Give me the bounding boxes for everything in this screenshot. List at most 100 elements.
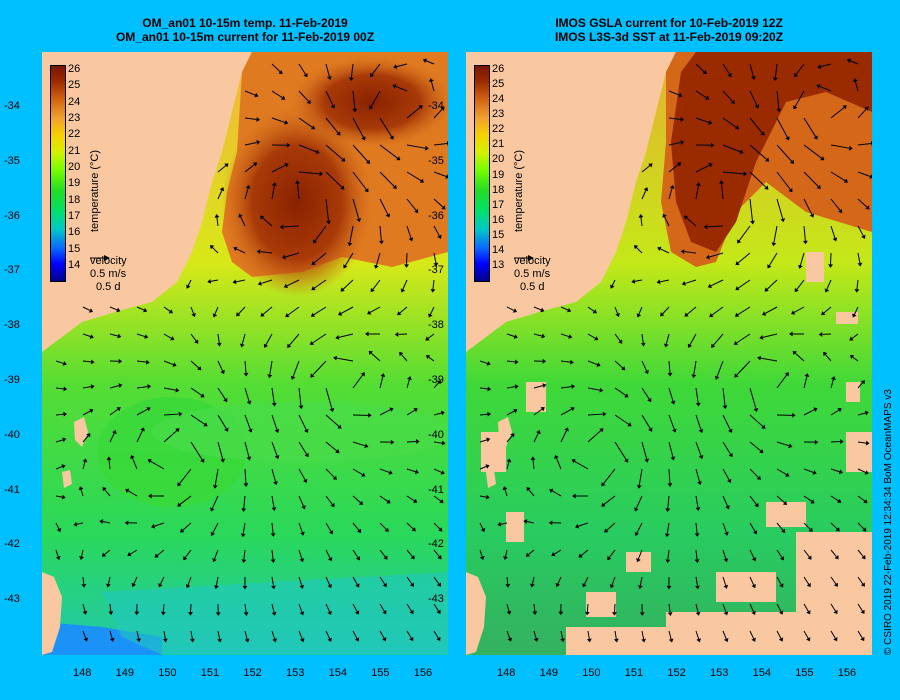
velocity-legend-duration: 0.5 d bbox=[96, 281, 121, 293]
latitude-tick-label: -40 bbox=[4, 428, 20, 441]
current-arrow bbox=[187, 279, 192, 286]
current-arrow bbox=[606, 522, 616, 531]
current-arrow bbox=[749, 144, 768, 160]
current-arrow-head bbox=[330, 104, 336, 109]
current-arrow-head bbox=[832, 237, 838, 242]
current-arrow bbox=[212, 522, 219, 534]
current-arrow bbox=[580, 549, 589, 556]
current-arrow bbox=[244, 164, 255, 173]
current-arrow bbox=[803, 576, 810, 585]
current-arrow bbox=[163, 360, 174, 366]
colorbar-tick-label: 22 bbox=[68, 128, 81, 141]
latitude-tick-label: -36 bbox=[4, 209, 20, 222]
current-arrow-head bbox=[390, 439, 395, 445]
current-arrow-head bbox=[62, 361, 67, 366]
current-arrow-head bbox=[823, 351, 828, 357]
current-arrow bbox=[614, 360, 624, 369]
current-arrow bbox=[668, 630, 672, 640]
current-arrow-head bbox=[327, 557, 333, 562]
current-arrow bbox=[298, 495, 304, 507]
current-arrow-head bbox=[634, 531, 640, 537]
latitude-tick-label: -38 bbox=[428, 319, 444, 332]
current-arrow-head bbox=[575, 523, 580, 529]
current-arrow-head bbox=[624, 458, 629, 463]
current-arrow-head bbox=[564, 427, 569, 432]
current-arrow-head bbox=[327, 584, 332, 589]
current-arrow-head bbox=[734, 125, 740, 130]
current-arrow bbox=[242, 522, 246, 534]
current-arrow bbox=[298, 549, 303, 560]
current-arrow-head bbox=[311, 286, 316, 291]
current-arrow bbox=[179, 468, 192, 484]
left-map-panel: 26 25 24 23 22 21 20 19 18 17 16 15 14 temperature (… bbox=[42, 52, 448, 655]
current-arrow bbox=[640, 217, 643, 227]
current-arrow-head bbox=[286, 142, 291, 148]
current-arrow-head bbox=[392, 84, 397, 89]
latitude-tick-label: -34 bbox=[428, 100, 444, 112]
current-arrow bbox=[313, 252, 327, 264]
current-arrow-head bbox=[639, 612, 645, 616]
longitude-tick-label: 155 bbox=[795, 667, 814, 679]
current-arrow bbox=[217, 387, 226, 400]
current-arrow bbox=[722, 441, 732, 455]
current-arrow-head bbox=[384, 527, 389, 532]
current-arrow-head bbox=[414, 208, 419, 214]
current-arrow bbox=[244, 414, 251, 430]
current-arrow bbox=[664, 216, 670, 227]
current-arrow-head bbox=[695, 402, 701, 407]
current-arrow-head bbox=[151, 523, 156, 529]
current-arrow bbox=[338, 333, 354, 338]
current-arrow-head bbox=[304, 428, 309, 433]
current-arrow bbox=[799, 252, 805, 266]
current-arrow-head bbox=[853, 78, 858, 83]
current-arrow-head bbox=[502, 486, 508, 491]
current-arrow-head bbox=[601, 502, 606, 507]
current-arrow-head bbox=[862, 527, 867, 532]
current-arrow-head bbox=[833, 609, 838, 615]
current-arrow bbox=[830, 630, 836, 639]
current-arrow-head bbox=[723, 637, 729, 643]
current-arrow-head bbox=[664, 533, 670, 538]
current-arrow bbox=[163, 630, 166, 639]
current-arrow-head bbox=[669, 184, 675, 189]
current-arrow bbox=[292, 360, 300, 377]
current-arrow-head bbox=[409, 636, 414, 642]
current-arrow-head bbox=[147, 384, 152, 389]
left-title-line1: OM_an01 10-15m temp. 11-Feb-2019 bbox=[142, 16, 348, 30]
current-arrow bbox=[313, 279, 327, 289]
current-arrow bbox=[325, 468, 335, 478]
current-arrow bbox=[352, 603, 358, 612]
current-arrow-head bbox=[337, 424, 342, 429]
current-arrow bbox=[433, 495, 442, 502]
current-arrow bbox=[737, 279, 751, 289]
longitude-tick-label: 149 bbox=[539, 667, 558, 679]
current-arrow bbox=[856, 279, 859, 290]
current-arrow-head bbox=[389, 407, 394, 412]
current-arrow-head bbox=[750, 220, 755, 225]
current-arrow bbox=[379, 522, 387, 530]
current-arrow bbox=[325, 117, 339, 134]
current-arrow bbox=[130, 549, 138, 555]
current-arrow bbox=[560, 430, 567, 443]
current-arrow-head bbox=[319, 171, 324, 177]
current-arrow-head bbox=[186, 284, 191, 289]
current-arrow-head bbox=[254, 92, 259, 98]
current-arrow-head bbox=[776, 108, 782, 113]
current-arrow bbox=[760, 357, 778, 362]
current-arrow bbox=[830, 225, 836, 239]
current-arrow-head bbox=[724, 531, 729, 536]
current-arrow bbox=[325, 171, 343, 188]
current-arrow-head bbox=[710, 142, 715, 148]
current-arrow bbox=[749, 63, 754, 77]
current-arrow-head bbox=[63, 411, 68, 417]
current-arrow-head bbox=[789, 159, 795, 164]
current-arrow bbox=[107, 576, 111, 585]
current-arrow-head bbox=[849, 336, 854, 341]
current-arrow bbox=[556, 457, 562, 470]
current-arrow bbox=[244, 468, 247, 484]
longitude-tick-label: 156 bbox=[413, 667, 433, 679]
current-arrow bbox=[406, 409, 416, 416]
current-arrow-head bbox=[506, 610, 512, 615]
current-arrow bbox=[479, 495, 487, 498]
current-arrow bbox=[433, 576, 440, 585]
